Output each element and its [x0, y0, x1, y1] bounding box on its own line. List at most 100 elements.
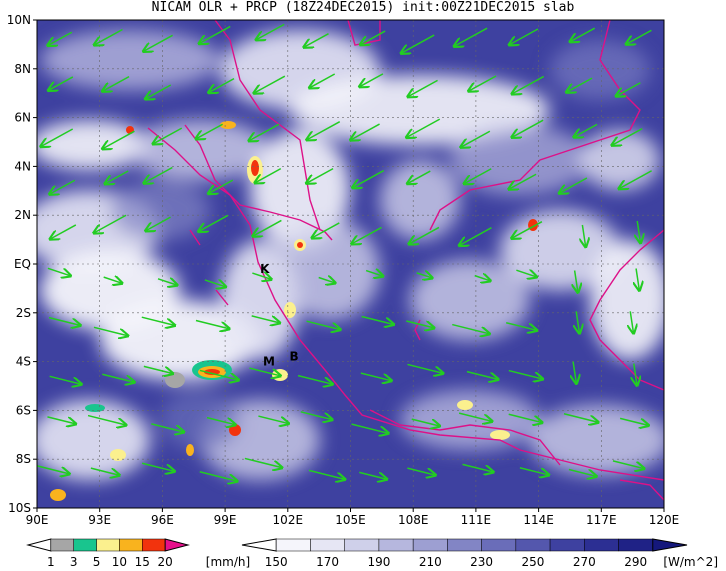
wind-arrow — [570, 27, 596, 42]
y-tick-label: 10S — [8, 501, 31, 515]
wind-arrow — [454, 27, 488, 46]
precip-legend-unit: [mm/h] — [206, 555, 250, 569]
wind-arrow — [143, 365, 173, 373]
x-tick-label: 117E — [586, 513, 617, 527]
wind-arrow — [206, 416, 235, 425]
y-tick-label: 4S — [16, 355, 31, 369]
wind-arrow — [352, 226, 382, 243]
wind-arrow — [157, 279, 177, 285]
wind-arrow — [508, 369, 543, 379]
wind-arrow — [199, 214, 229, 231]
wind-arrow — [573, 361, 576, 384]
wind-arrow — [634, 363, 637, 386]
wind-arrow — [360, 372, 391, 381]
precip-legend-swatch — [164, 538, 190, 552]
x-tick-label: 108E — [398, 513, 429, 527]
wind-arrow — [559, 177, 588, 193]
wind-arrow — [506, 321, 536, 331]
wind-arrow — [411, 418, 440, 426]
y-tick-label: 6N — [14, 111, 31, 125]
y-axis-ticks: 10N 8N 6N 4N 2N EQ 2S 4S 6S 8S 10S — [7, 13, 37, 515]
olr-legend-swatch — [652, 538, 688, 552]
precip-legend-label: 20 — [158, 555, 173, 569]
precip-legend-label: 3 — [70, 555, 78, 569]
wind-arrow — [48, 76, 74, 90]
olr-legend-label: 230 — [470, 555, 493, 569]
wind-arrow — [49, 375, 82, 384]
map-plot-area: K M B — [37, 20, 664, 508]
wind-arrow — [459, 227, 492, 246]
precip-legend-swatch — [50, 538, 74, 552]
olr-legend-label: 150 — [265, 555, 288, 569]
wind-arrow — [636, 268, 639, 291]
wind-arrow — [258, 415, 288, 424]
wind-arrow — [249, 123, 280, 140]
wind-arrow — [519, 467, 549, 475]
x-tick-label: 105E — [335, 513, 366, 527]
wind-arrow — [409, 226, 440, 243]
wind-arrow — [93, 326, 128, 335]
wind-arrow — [576, 311, 579, 333]
wind-arrow — [48, 316, 80, 326]
wind-arrow — [616, 82, 641, 96]
y-tick-label: 4N — [14, 159, 31, 173]
wind-arrow — [47, 416, 75, 424]
wind-arrow — [37, 465, 70, 474]
wind-arrow — [254, 75, 286, 93]
wind-arrow — [406, 320, 434, 328]
wind-arrow — [512, 119, 544, 137]
wind-arrow — [466, 370, 498, 380]
precip-legend-low-end — [26, 538, 52, 552]
wind-arrow — [50, 179, 76, 194]
wind-arrow — [307, 167, 334, 184]
y-tick-label: 2N — [14, 208, 31, 222]
precip-legend-label: 5 — [93, 555, 101, 569]
y-tick-label: 8N — [14, 62, 31, 76]
wind-arrow — [144, 166, 173, 183]
wind-arrow — [416, 273, 432, 278]
wind-arrow — [567, 77, 593, 92]
wind-arrow — [318, 277, 335, 282]
x-tick-label: 111E — [461, 513, 492, 527]
wind-arrow — [199, 25, 231, 43]
wind-arrow — [353, 169, 385, 188]
wind-arrow — [361, 315, 394, 324]
olr-legend-unit: [W/m^2] — [663, 555, 718, 569]
wind-arrow — [209, 77, 235, 93]
wind-arrow — [516, 270, 536, 277]
precip-legend-label: 1 — [47, 555, 55, 569]
precip-legend-label: 15 — [135, 555, 150, 569]
precip-legend-swatch — [96, 538, 120, 552]
wind-arrow — [582, 224, 585, 247]
x-tick-label: 120E — [649, 513, 680, 527]
wind-arrow — [102, 373, 134, 382]
y-tick-label: 10N — [7, 13, 31, 27]
wind-arrow — [50, 224, 77, 239]
x-tick-label: 96E — [151, 513, 174, 527]
wind-arrow — [249, 367, 280, 376]
wind-arrow — [307, 121, 341, 140]
station-label: K — [260, 262, 270, 276]
wind-arrow — [461, 130, 491, 147]
olr-legend: 150 170 190 210 230 250 270 290 [W/m^2] — [241, 538, 718, 569]
wind-arrow — [300, 411, 332, 420]
wind-arrow — [407, 467, 435, 475]
wind-arrow — [637, 220, 640, 243]
wind-arrow — [462, 463, 494, 472]
x-tick-label: 114E — [523, 513, 554, 527]
olr-legend-swatch — [481, 538, 517, 552]
olr-legend-label: 250 — [522, 555, 545, 569]
wind-arrow — [103, 277, 122, 283]
precip-legend: 1 3 5 10 15 20 [mm/h] — [26, 538, 250, 569]
wind-arrow — [408, 79, 438, 96]
wind-arrow — [208, 179, 234, 193]
wind-arrow — [306, 320, 341, 329]
x-tick-label: 90E — [26, 513, 49, 527]
wind-arrow — [252, 273, 271, 279]
precip-legend-label: 10 — [112, 555, 127, 569]
wind-arrow — [48, 31, 73, 45]
y-tick-label: 2S — [16, 306, 31, 320]
wind-arrow — [626, 29, 652, 44]
wind-arrow — [512, 221, 543, 239]
wind-arrow — [360, 73, 384, 87]
